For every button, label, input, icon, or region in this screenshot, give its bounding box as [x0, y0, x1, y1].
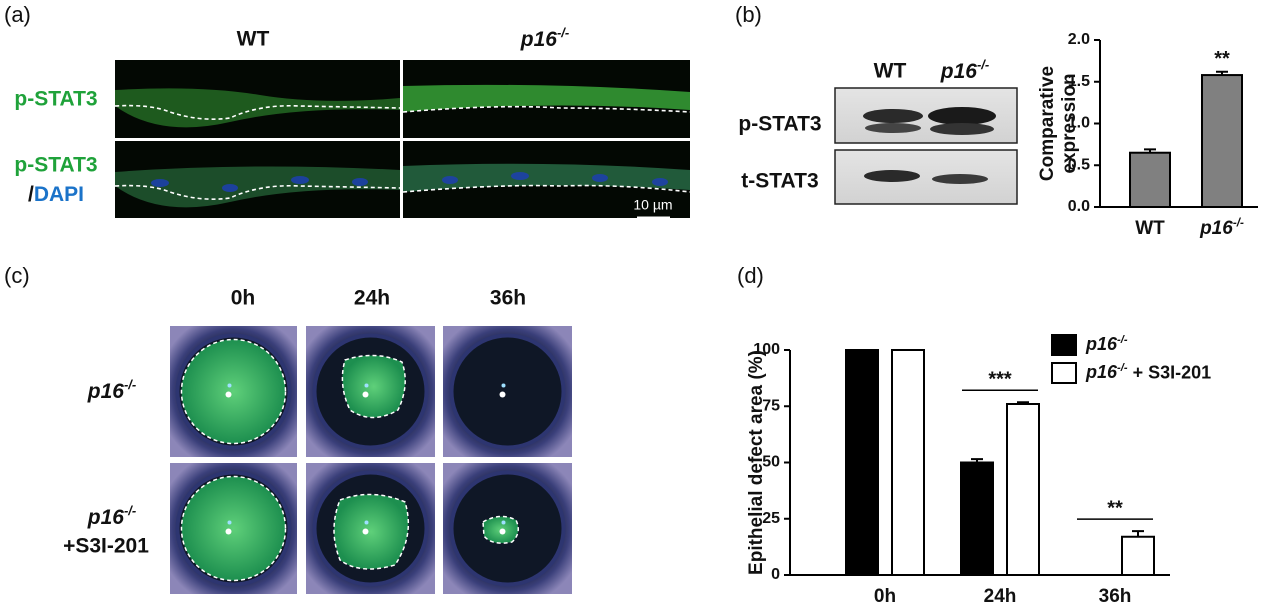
y-tick-label: 2.0 [1068, 31, 1090, 48]
column-header: WT [874, 60, 907, 83]
y-tick-label: 1.0 [1068, 115, 1090, 132]
x-tick-label: 24h [984, 586, 1017, 607]
y-tick-label: 100 [753, 341, 780, 358]
row-label: p16-/- [87, 378, 136, 403]
panel-label: (a) [4, 2, 31, 27]
legend-label: p16-/- + S3I-201 [1085, 362, 1211, 382]
reflex [225, 391, 232, 398]
y-tick-label: 0 [771, 566, 780, 583]
row-label: p16-/- [87, 504, 136, 529]
annotation: ** [1214, 48, 1230, 70]
legend-swatch [1051, 362, 1077, 384]
error-bar [971, 458, 983, 463]
reflex [362, 391, 369, 398]
row-label: /DAPI [28, 183, 84, 206]
cornea [449, 333, 566, 450]
column-header: p16-/- [520, 26, 569, 51]
x-tick-label: 36h [1099, 586, 1132, 607]
column-header: WT [237, 28, 270, 51]
reflex [362, 528, 369, 535]
bar [1006, 403, 1040, 576]
legend-label: p16-/- [1085, 334, 1128, 354]
micrographs [114, 60, 691, 220]
y-axis-label: expression [1059, 73, 1080, 173]
x-tick-label: 0h [874, 586, 896, 607]
error-bar [1144, 148, 1156, 153]
reflex [499, 528, 506, 535]
column-header: 24h [354, 287, 390, 310]
panel-label: (b) [735, 2, 762, 27]
error-bar [1017, 401, 1029, 404]
row-label-dapi: DAPI [34, 183, 84, 206]
stain [333, 493, 410, 570]
bar [960, 461, 994, 576]
row-label: t-STAT3 [741, 170, 818, 193]
row-label-slash: / [28, 183, 34, 206]
reflex [227, 383, 232, 388]
panel-label: (d) [737, 263, 764, 288]
reflex [364, 520, 369, 525]
column-header: 36h [490, 287, 526, 310]
annotation: ** [1107, 497, 1123, 519]
western-blot [834, 87, 1018, 205]
x-tick-label: WT [1135, 218, 1165, 239]
stain [341, 354, 406, 419]
y-tick-label: 0.0 [1068, 198, 1090, 215]
bar [1201, 74, 1243, 208]
y-tick-label: 25 [762, 510, 780, 527]
error-bar [1216, 70, 1228, 76]
bar [1121, 535, 1155, 576]
legend-swatch [1051, 334, 1077, 356]
y-axis-label: Epithelial defect area (%) [746, 350, 767, 575]
row-label: +S3I-201 [63, 535, 149, 558]
y-axis-label: Comparative [1037, 66, 1058, 181]
bar [845, 349, 879, 576]
eye-photos [170, 326, 572, 594]
annotation: *** [988, 368, 1012, 390]
panel-label: (c) [4, 263, 30, 288]
y-tick-label: 1.5 [1068, 73, 1090, 90]
y-tick-label: 50 [762, 454, 780, 471]
reflex [364, 383, 369, 388]
stain [180, 338, 287, 445]
error-bar [1132, 530, 1144, 537]
reflex [499, 391, 506, 398]
reflex [225, 528, 232, 535]
reflex [501, 520, 506, 525]
bar [1129, 151, 1171, 209]
reflex [501, 383, 506, 388]
column-header: p16-/- [940, 58, 989, 83]
charts: 0.0 0.5 1.0 1.5 2.0 Comparative expression WT p1… [746, 31, 1258, 607]
reflex [227, 520, 232, 525]
x-tick-label: p16-/- [1199, 217, 1244, 239]
stain [180, 475, 287, 582]
column-header: 0h [231, 287, 256, 310]
row-label: p-STAT3 [14, 88, 97, 111]
y-tick-label: 75 [762, 397, 780, 414]
y-tick-label: 0.5 [1068, 156, 1090, 173]
row-label: p-STAT3 [738, 113, 821, 136]
row-label: p-STAT3 [14, 154, 97, 177]
bar [891, 349, 925, 576]
scale-bar-label: 10 µm [633, 197, 672, 213]
